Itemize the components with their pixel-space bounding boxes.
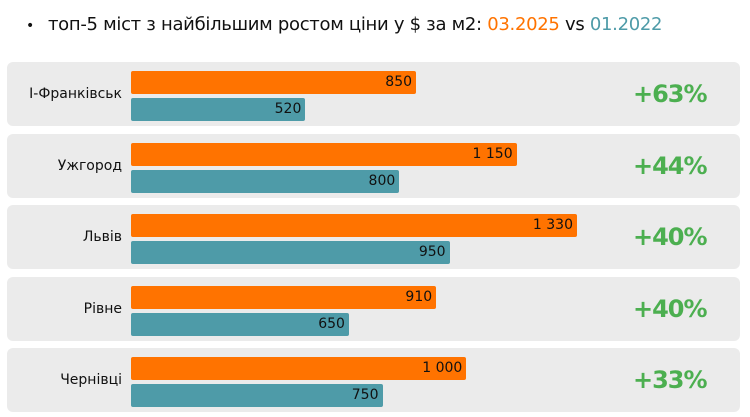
bar-2025: 1 000: [131, 357, 467, 380]
city-row: Рівне 910 650 +40%: [7, 276, 740, 341]
growth-percent: +33%: [633, 366, 708, 394]
city-row: Львів 1 330 950 +40%: [7, 205, 740, 269]
bar-2025: 1 330: [131, 214, 577, 237]
city-label: Ужгород: [57, 157, 122, 174]
growth-percent: +44%: [633, 151, 708, 180]
bar-2025: 1 150: [131, 142, 517, 166]
chart-title: • топ-5 міст з найбільшим ростом ціни у $…: [26, 14, 663, 35]
title-new-date: 03.2025: [487, 14, 560, 35]
city-row: Ужгород 1 150 800 +44%: [7, 133, 740, 198]
bar-2025: 910: [131, 285, 437, 309]
bar-2025: 850: [131, 71, 417, 94]
city-label: Рівне: [83, 300, 122, 317]
city-label: І-Франківськ: [29, 86, 122, 102]
bar-2022: 650: [131, 312, 349, 336]
bar-2022: 800: [131, 169, 400, 193]
city-label: Львів: [82, 229, 122, 245]
growth-percent: +63%: [633, 80, 708, 108]
growth-percent: +40%: [633, 294, 708, 323]
title-old-date: 01.2022: [589, 14, 663, 35]
title-text: топ-5 міст з найбільшим ростом ціни у $ …: [47, 14, 488, 35]
city-row: Чернівці 1 000 750 +33%: [7, 348, 740, 412]
city-row: І-Франківськ 850 520 +63%: [7, 62, 740, 126]
city-label: Чернівці: [60, 372, 122, 388]
bullet: •: [26, 18, 34, 34]
title-vs: vs: [559, 14, 590, 35]
bar-2022: 750: [131, 384, 383, 407]
bar-2022: 950: [131, 241, 450, 264]
bar-2022: 520: [131, 98, 306, 121]
growth-percent: +40%: [633, 223, 708, 251]
